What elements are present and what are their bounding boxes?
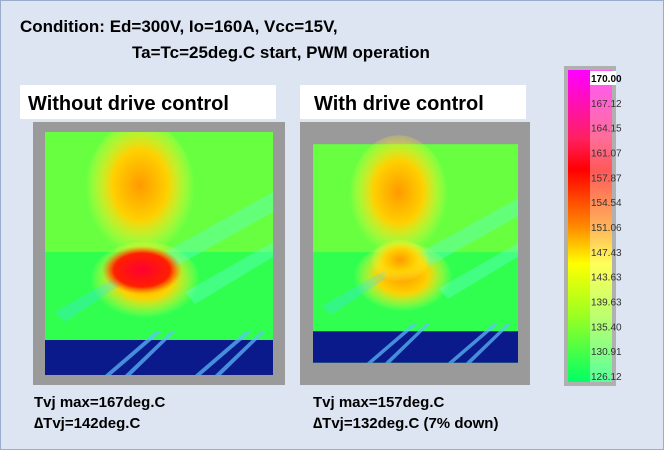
colorbar-label: 154.54 xyxy=(591,198,622,209)
panel-title: With drive control xyxy=(314,93,484,115)
colorbar-label: 143.63 xyxy=(591,273,622,284)
hot-spot xyxy=(102,246,182,294)
page: {"condition": {"line1": "Condition: Ed=3… xyxy=(0,0,664,455)
colorbar-label: 135.40 xyxy=(591,322,622,333)
colorbar-label: 139.63 xyxy=(591,298,622,309)
colorbar-label: 167.12 xyxy=(591,99,622,110)
colorbar-label: 126.12 xyxy=(591,372,622,383)
condition-line2: Ta=Tc=25deg.C start, PWM operation xyxy=(132,43,430,62)
delta-tvj: ∆Tvj=142deg.C xyxy=(34,415,140,432)
colorbar-label: 147.43 xyxy=(591,248,622,259)
colorbar-label: 161.07 xyxy=(591,149,622,160)
colorbar-label: 151.06 xyxy=(591,223,622,234)
colorbar-label: 170.00 xyxy=(591,74,622,85)
warm-spot xyxy=(370,240,430,284)
tvj-max: Tvj max=157deg.C xyxy=(313,394,444,411)
panel-title: Without drive control xyxy=(28,93,229,115)
colorbar-label: 130.91 xyxy=(591,347,622,358)
tvj-max: Tvj max=167deg.C xyxy=(34,394,165,411)
figure: Condition: Ed=300V, Io=160A, Vcc=15V, Ta… xyxy=(0,0,664,450)
delta-tvj: ∆Tvj=132deg.C (7% down) xyxy=(313,415,498,432)
condition-line1: Condition: Ed=300V, Io=160A, Vcc=15V, xyxy=(20,17,338,36)
colorbar-label: 157.87 xyxy=(591,173,622,184)
colorbar-label: 164.15 xyxy=(591,124,622,135)
